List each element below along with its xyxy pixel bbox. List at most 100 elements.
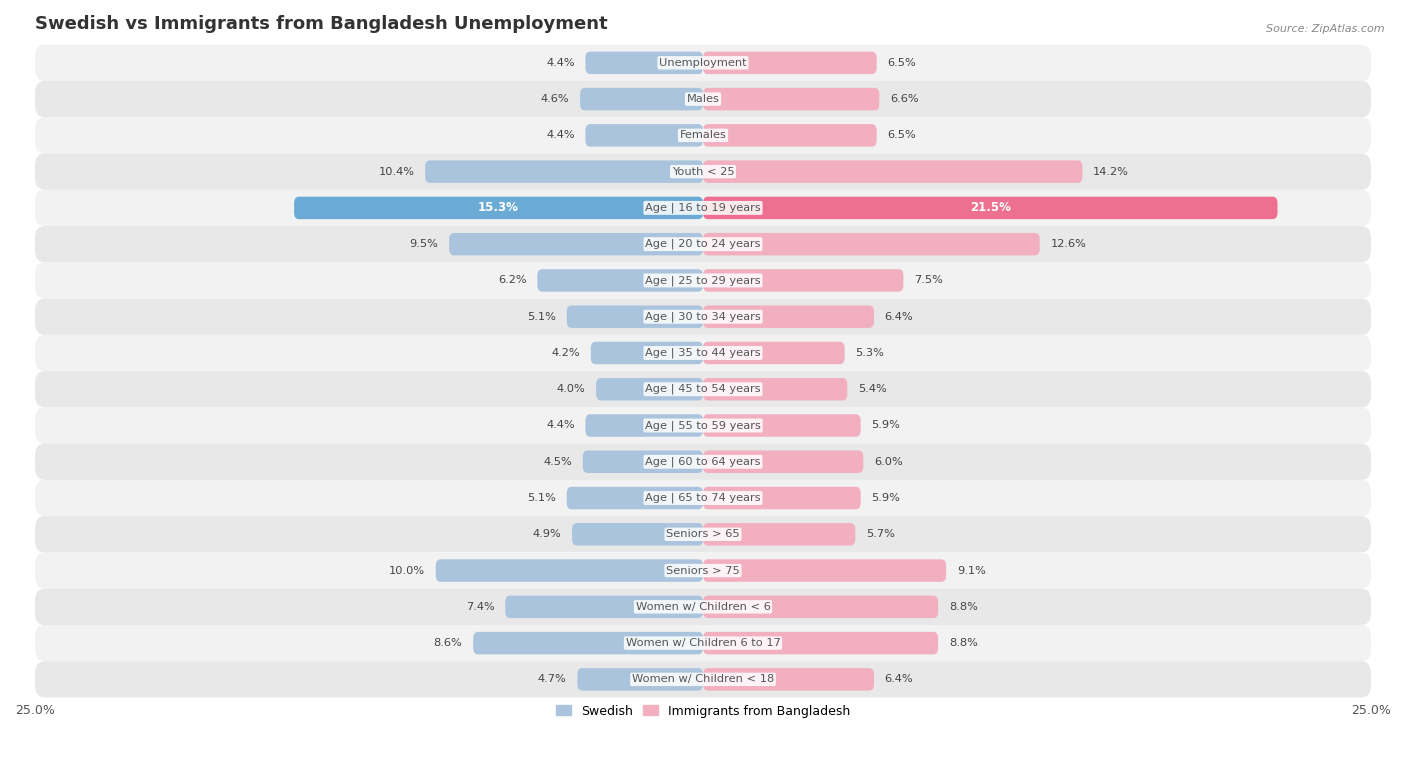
FancyBboxPatch shape (703, 233, 1039, 255)
Text: 4.6%: 4.6% (541, 94, 569, 104)
Text: Age | 16 to 19 years: Age | 16 to 19 years (645, 203, 761, 213)
Text: 5.9%: 5.9% (872, 493, 900, 503)
FancyBboxPatch shape (572, 523, 703, 546)
FancyBboxPatch shape (567, 487, 703, 509)
Text: 6.5%: 6.5% (887, 130, 917, 140)
FancyBboxPatch shape (703, 341, 845, 364)
FancyBboxPatch shape (35, 661, 1371, 697)
Text: 4.5%: 4.5% (543, 456, 572, 467)
FancyBboxPatch shape (703, 378, 848, 400)
FancyBboxPatch shape (537, 269, 703, 291)
Text: 14.2%: 14.2% (1092, 167, 1129, 176)
Text: Age | 30 to 34 years: Age | 30 to 34 years (645, 311, 761, 322)
Text: Youth < 25: Youth < 25 (672, 167, 734, 176)
Text: 4.4%: 4.4% (546, 420, 575, 431)
Text: Seniors > 65: Seniors > 65 (666, 529, 740, 539)
Text: 10.0%: 10.0% (389, 565, 425, 575)
Text: Women w/ Children < 6: Women w/ Children < 6 (636, 602, 770, 612)
FancyBboxPatch shape (449, 233, 703, 255)
Text: 9.1%: 9.1% (957, 565, 986, 575)
FancyBboxPatch shape (703, 450, 863, 473)
Text: 4.7%: 4.7% (538, 674, 567, 684)
Text: 7.4%: 7.4% (465, 602, 495, 612)
FancyBboxPatch shape (596, 378, 703, 400)
Text: 6.0%: 6.0% (875, 456, 903, 467)
Text: 5.3%: 5.3% (855, 348, 884, 358)
FancyBboxPatch shape (703, 632, 938, 654)
FancyBboxPatch shape (703, 596, 938, 618)
Text: Age | 45 to 54 years: Age | 45 to 54 years (645, 384, 761, 394)
FancyBboxPatch shape (35, 262, 1371, 298)
FancyBboxPatch shape (703, 668, 875, 690)
FancyBboxPatch shape (35, 117, 1371, 154)
FancyBboxPatch shape (35, 154, 1371, 190)
Text: Males: Males (686, 94, 720, 104)
FancyBboxPatch shape (474, 632, 703, 654)
Text: 9.5%: 9.5% (409, 239, 439, 249)
Text: 10.4%: 10.4% (378, 167, 415, 176)
FancyBboxPatch shape (35, 371, 1371, 407)
FancyBboxPatch shape (35, 625, 1371, 661)
FancyBboxPatch shape (585, 51, 703, 74)
Text: 21.5%: 21.5% (970, 201, 1011, 214)
Text: Age | 20 to 24 years: Age | 20 to 24 years (645, 239, 761, 249)
FancyBboxPatch shape (35, 480, 1371, 516)
Text: Age | 25 to 29 years: Age | 25 to 29 years (645, 276, 761, 285)
FancyBboxPatch shape (35, 553, 1371, 589)
FancyBboxPatch shape (703, 523, 855, 546)
FancyBboxPatch shape (567, 306, 703, 328)
FancyBboxPatch shape (425, 160, 703, 183)
FancyBboxPatch shape (591, 341, 703, 364)
Text: 6.6%: 6.6% (890, 94, 918, 104)
Text: Age | 35 to 44 years: Age | 35 to 44 years (645, 347, 761, 358)
FancyBboxPatch shape (35, 516, 1371, 553)
Text: Swedish vs Immigrants from Bangladesh Unemployment: Swedish vs Immigrants from Bangladesh Un… (35, 15, 607, 33)
Text: Seniors > 75: Seniors > 75 (666, 565, 740, 575)
Text: 4.4%: 4.4% (546, 58, 575, 68)
Text: Age | 55 to 59 years: Age | 55 to 59 years (645, 420, 761, 431)
Text: Unemployment: Unemployment (659, 58, 747, 68)
Text: Women w/ Children < 18: Women w/ Children < 18 (631, 674, 775, 684)
FancyBboxPatch shape (294, 197, 703, 219)
FancyBboxPatch shape (35, 444, 1371, 480)
FancyBboxPatch shape (703, 197, 1278, 219)
FancyBboxPatch shape (585, 414, 703, 437)
FancyBboxPatch shape (35, 190, 1371, 226)
Text: 5.1%: 5.1% (527, 493, 555, 503)
FancyBboxPatch shape (582, 450, 703, 473)
Text: 6.4%: 6.4% (884, 674, 914, 684)
FancyBboxPatch shape (35, 45, 1371, 81)
Text: Women w/ Children 6 to 17: Women w/ Children 6 to 17 (626, 638, 780, 648)
Text: Age | 65 to 74 years: Age | 65 to 74 years (645, 493, 761, 503)
Text: 8.6%: 8.6% (433, 638, 463, 648)
Text: 8.8%: 8.8% (949, 602, 977, 612)
FancyBboxPatch shape (703, 160, 1083, 183)
Text: 4.9%: 4.9% (533, 529, 561, 539)
Text: 5.7%: 5.7% (866, 529, 894, 539)
FancyBboxPatch shape (578, 668, 703, 690)
Text: 6.5%: 6.5% (887, 58, 917, 68)
Text: Females: Females (679, 130, 727, 140)
FancyBboxPatch shape (703, 414, 860, 437)
Text: 7.5%: 7.5% (914, 276, 943, 285)
FancyBboxPatch shape (703, 487, 860, 509)
Text: 12.6%: 12.6% (1050, 239, 1087, 249)
FancyBboxPatch shape (703, 559, 946, 582)
FancyBboxPatch shape (585, 124, 703, 147)
Text: 8.8%: 8.8% (949, 638, 977, 648)
FancyBboxPatch shape (581, 88, 703, 111)
Text: 4.0%: 4.0% (557, 385, 585, 394)
FancyBboxPatch shape (35, 226, 1371, 262)
Text: 6.4%: 6.4% (884, 312, 914, 322)
FancyBboxPatch shape (35, 589, 1371, 625)
Text: 5.4%: 5.4% (858, 385, 887, 394)
FancyBboxPatch shape (505, 596, 703, 618)
Text: 4.4%: 4.4% (546, 130, 575, 140)
Legend: Swedish, Immigrants from Bangladesh: Swedish, Immigrants from Bangladesh (551, 699, 855, 723)
FancyBboxPatch shape (35, 407, 1371, 444)
Text: 6.2%: 6.2% (498, 276, 527, 285)
FancyBboxPatch shape (703, 88, 879, 111)
FancyBboxPatch shape (703, 306, 875, 328)
FancyBboxPatch shape (35, 298, 1371, 335)
Text: Age | 60 to 64 years: Age | 60 to 64 years (645, 456, 761, 467)
